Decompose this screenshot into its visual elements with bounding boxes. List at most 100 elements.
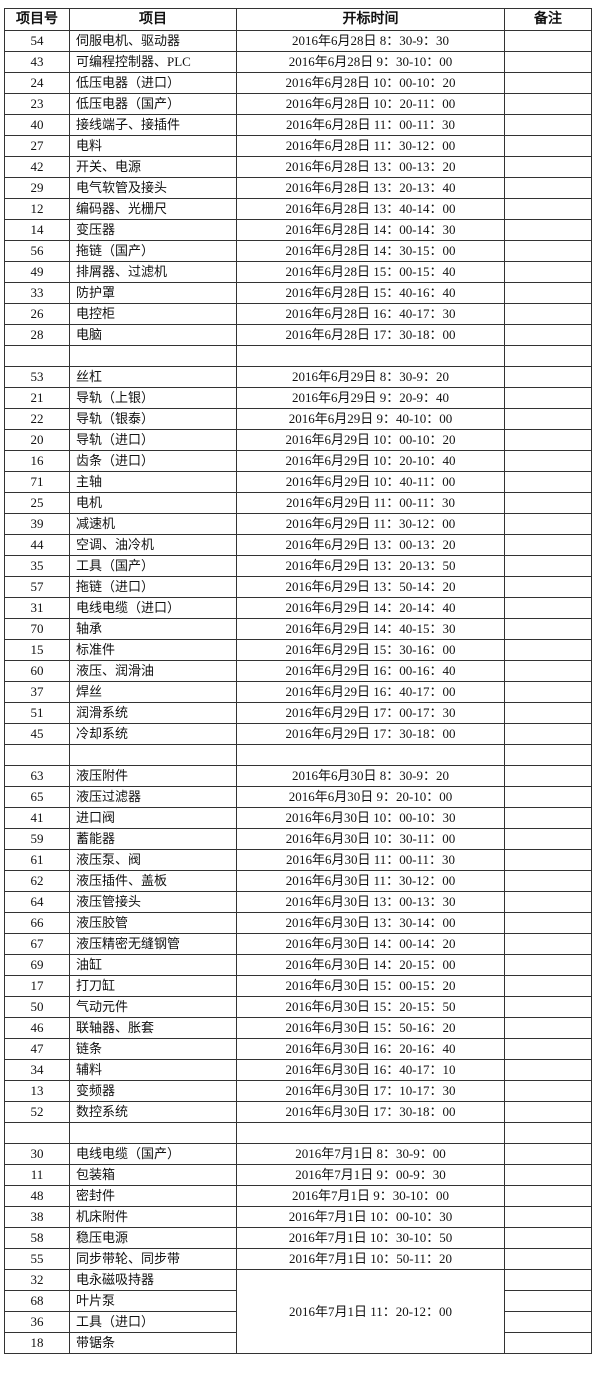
table-row: 32 电永磁吸持器 2016年7月1日 11：20-12：00	[4, 1269, 592, 1354]
project-name-cell: 液压精密无缝钢管	[69, 933, 237, 955]
empty-cell	[69, 345, 237, 367]
project-no-cell: 30	[4, 1143, 70, 1165]
header-bid-time: 开标时间	[236, 8, 505, 31]
remarks-cell	[504, 135, 592, 157]
table-row: 17 打刀缸 2016年6月30日 15：00-15：20	[4, 975, 592, 997]
empty-cell	[236, 345, 505, 367]
project-no-cell: 56	[4, 240, 70, 262]
table-row: 21 导轨（上银） 2016年6月29日 9：20-9：40	[4, 387, 592, 409]
table-row: 38 机床附件 2016年7月1日 10：00-10：30	[4, 1206, 592, 1228]
remarks-cell	[504, 828, 592, 850]
table-row: 35 工具（国产） 2016年6月29日 13：20-13：50	[4, 555, 592, 577]
bid-time-cell: 2016年6月30日 16：40-17：10	[236, 1059, 505, 1081]
bid-time-cell: 2016年6月30日 15：20-15：50	[236, 996, 505, 1018]
bid-time-cell: 2016年6月30日 9：20-10：00	[236, 786, 505, 808]
project-name-cell: 主轴	[69, 471, 237, 493]
bid-time-cell: 2016年6月29日 17：30-18：00	[236, 723, 505, 745]
table-row: 40 接线端子、接插件 2016年6月28日 11：00-11：30	[4, 114, 592, 136]
table-row: 65 液压过滤器 2016年6月30日 9：20-10：00	[4, 786, 592, 808]
header-project-no: 项目号	[4, 8, 70, 31]
project-name-cell: 防护罩	[69, 282, 237, 304]
remarks-cell	[504, 975, 592, 997]
bid-time-cell: 2016年6月30日 14：00-14：20	[236, 933, 505, 955]
project-name-cell: 气动元件	[69, 996, 237, 1018]
bid-time-cell: 2016年6月29日 11：30-12：00	[236, 513, 505, 535]
table-row: 29 电气软管及接头 2016年6月28日 13：20-13：40	[4, 177, 592, 199]
project-name-cell: 稳压电源	[69, 1227, 237, 1249]
project-name-cell: 导轨（进口）	[69, 429, 237, 451]
table-row: 67 液压精密无缝钢管 2016年6月30日 14：00-14：20	[4, 933, 592, 955]
remarks-cell	[504, 219, 592, 241]
project-name-cell: 空调、油冷机	[69, 534, 237, 556]
table-row: 34 辅料 2016年6月30日 16：40-17：10	[4, 1059, 592, 1081]
remarks-cell	[504, 282, 592, 304]
table-row: 28 电脑 2016年6月28日 17：30-18：00	[4, 324, 592, 346]
remarks-cell	[504, 618, 592, 640]
project-name-cell: 变频器	[69, 1080, 237, 1102]
project-no-cell: 32	[4, 1269, 70, 1291]
table-row: 61 液压泵、阀 2016年6月30日 11：00-11：30	[4, 849, 592, 871]
empty-cell	[504, 345, 592, 367]
remarks-cell	[504, 639, 592, 661]
project-name-cell: 电料	[69, 135, 237, 157]
remarks-cell	[504, 492, 592, 514]
project-name-cell: 丝杠	[69, 366, 237, 388]
bid-time-cell: 2016年6月29日 11：00-11：30	[236, 492, 505, 514]
project-name-cell: 液压泵、阀	[69, 849, 237, 871]
bid-time-cell: 2016年6月28日 11：00-11：30	[236, 114, 505, 136]
table-row: 62 液压插件、盖板 2016年6月30日 11：30-12：00	[4, 870, 592, 892]
remarks-cell	[504, 366, 592, 388]
table-row: 42 开关、电源 2016年6月28日 13：00-13：20	[4, 156, 592, 178]
project-no-cell: 15	[4, 639, 70, 661]
remarks-cell	[504, 1290, 592, 1312]
remarks-cell	[504, 912, 592, 934]
project-no-cell: 39	[4, 513, 70, 535]
project-name-cell: 液压管接头	[69, 891, 237, 913]
project-name-cell: 低压电器（进口）	[69, 72, 237, 94]
bid-time-cell: 2016年6月29日 13：50-14：20	[236, 576, 505, 598]
project-name-cell: 轴承	[69, 618, 237, 640]
bid-time-cell: 2016年6月30日 10：30-11：00	[236, 828, 505, 850]
project-no-cell: 54	[4, 30, 70, 52]
remarks-cell	[504, 786, 592, 808]
remarks-cell	[504, 1017, 592, 1039]
remarks-cell	[504, 471, 592, 493]
project-name-cell: 冷却系统	[69, 723, 237, 745]
project-name-cell: 包装箱	[69, 1164, 237, 1186]
project-no-cell: 17	[4, 975, 70, 997]
table-row: 41 进口阀 2016年6月30日 10：00-10：30	[4, 807, 592, 829]
bid-time-cell: 2016年6月29日 9：40-10：00	[236, 408, 505, 430]
project-no-cell: 46	[4, 1017, 70, 1039]
project-no-cell: 28	[4, 324, 70, 346]
table-row: 37 焊丝 2016年6月29日 16：40-17：00	[4, 681, 592, 703]
bid-time-cell: 2016年6月29日 8：30-9：20	[236, 366, 505, 388]
project-no-cell: 59	[4, 828, 70, 850]
project-no-cell: 70	[4, 618, 70, 640]
table-row: 60 液压、润滑油 2016年6月29日 16：00-16：40	[4, 660, 592, 682]
remarks-cell	[504, 954, 592, 976]
table-row: 70 轴承 2016年6月29日 14：40-15：30	[4, 618, 592, 640]
empty-cell	[4, 345, 70, 367]
project-name-cell: 编码器、光栅尺	[69, 198, 237, 220]
project-name-cell: 电机	[69, 492, 237, 514]
remarks-cell	[504, 429, 592, 451]
project-no-cell: 33	[4, 282, 70, 304]
project-no-cell: 45	[4, 723, 70, 745]
bid-time-cell: 2016年6月28日 15：40-16：40	[236, 282, 505, 304]
project-name-cell: 工具（进口）	[69, 1311, 237, 1333]
remarks-cell	[504, 51, 592, 73]
remarks-cell	[504, 198, 592, 220]
remarks-cell	[504, 1185, 592, 1207]
header-remarks: 备注	[504, 8, 592, 31]
project-name-cell: 减速机	[69, 513, 237, 535]
remarks-cell	[504, 723, 592, 745]
project-name-cell: 机床附件	[69, 1206, 237, 1228]
table-row: 44 空调、油冷机 2016年6月29日 13：00-13：20	[4, 534, 592, 556]
table-row: 66 液压胶管 2016年6月30日 13：30-14：00	[4, 912, 592, 934]
project-name-cell: 进口阀	[69, 807, 237, 829]
project-name-cell: 链条	[69, 1038, 237, 1060]
bid-time-cell: 2016年6月30日 15：00-15：20	[236, 975, 505, 997]
bid-time-cell: 2016年6月30日 13：00-13：30	[236, 891, 505, 913]
project-name-cell: 开关、电源	[69, 156, 237, 178]
project-no-cell: 27	[4, 135, 70, 157]
